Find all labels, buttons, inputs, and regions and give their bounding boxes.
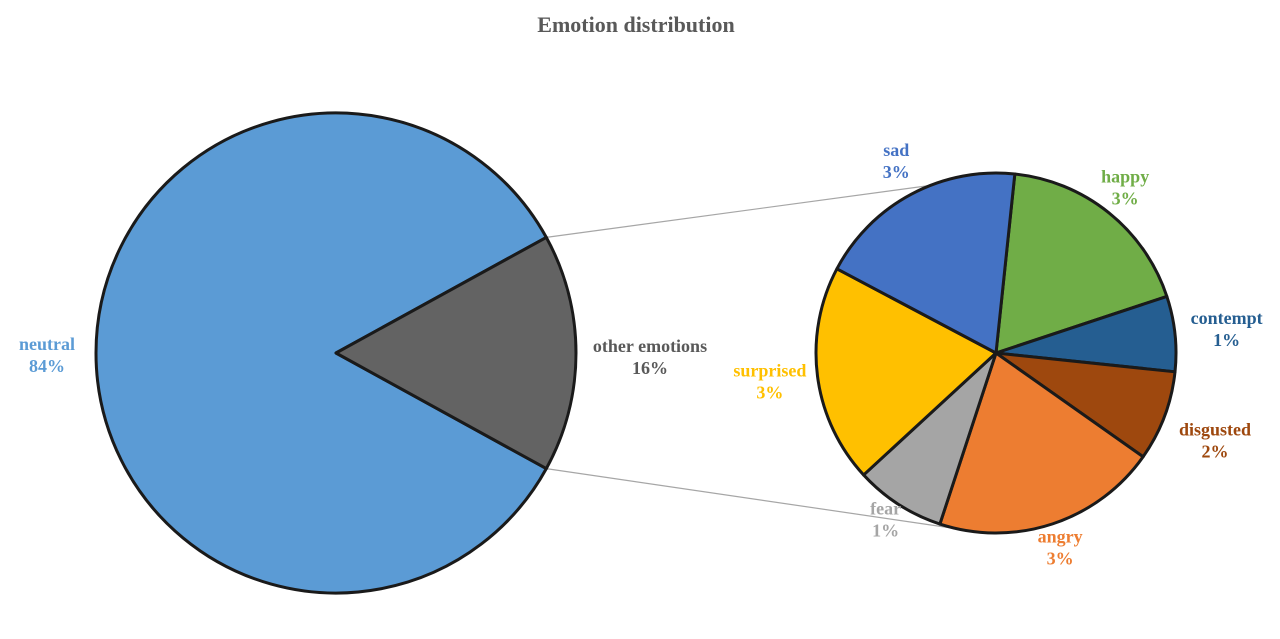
- data-label-angry: angry 3%: [1038, 527, 1083, 569]
- data-label-sad: sad 3%: [883, 140, 910, 182]
- data-label-disgusted: disgusted 2%: [1179, 419, 1251, 461]
- data-label-neutral: neutral 84%: [19, 334, 75, 376]
- secondary-pie: [814, 171, 1178, 535]
- data-label-surprised: surprised 3%: [733, 360, 806, 402]
- data-label-other-emotions: other emotions 16%: [593, 336, 707, 378]
- pie-slice-sad: [835, 171, 1017, 355]
- pie-slice-happy: [994, 172, 1169, 355]
- pie-slice-angry: [938, 351, 1145, 535]
- data-label-contempt: contempt 1%: [1191, 308, 1263, 350]
- slice-labels: neutral 84% other emotions 16% happy 3% contem…: [19, 140, 1263, 569]
- pie-slice-disgusted: [994, 351, 1177, 459]
- pie-slice-neutral: [94, 111, 548, 595]
- pie-slice-other-emotions: [334, 235, 578, 471]
- data-label-fear: fear 1%: [870, 499, 901, 541]
- pie-slice-surprised: [814, 267, 998, 477]
- data-label-happy: happy 3%: [1101, 167, 1149, 209]
- primary-pie: [94, 111, 578, 595]
- chart-title: Emotion distribution: [537, 12, 734, 37]
- connector-line-bottom: [546, 468, 973, 532]
- pie-slice-fear: [862, 351, 998, 526]
